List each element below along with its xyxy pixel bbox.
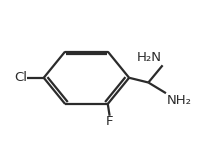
Text: H₂N: H₂N (137, 51, 162, 64)
Text: NH₂: NH₂ (167, 94, 192, 107)
Text: F: F (106, 115, 113, 128)
Text: Cl: Cl (14, 71, 27, 84)
